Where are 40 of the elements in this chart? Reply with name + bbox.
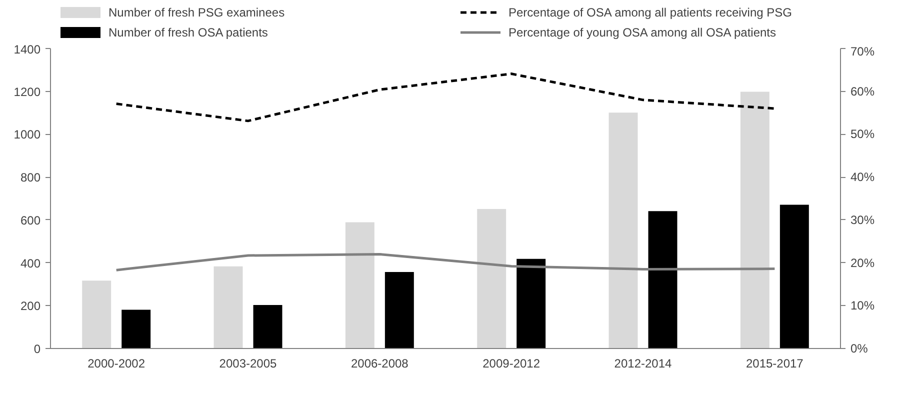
bar [214,266,243,348]
y-tick-label: 600 [20,213,41,228]
y2-tick-label: 60% [850,84,875,98]
y-tick-label: 400 [20,256,41,270]
legend-label: Percentage of young OSA among all OSA patients [508,26,776,40]
bar [740,92,770,348]
y-tick-label: 1200 [14,84,41,99]
legend-label: Percentage of OSA among all patients receiving PSG [508,6,792,20]
bar [122,310,151,348]
bar [608,112,638,348]
y2-tick-label: 10% [850,298,875,313]
line-series [115,252,776,272]
y2-tick-label: 30% [850,212,875,227]
legend-label: Number of fresh PSG examinees [108,6,285,20]
x-tick-label: 2015-2017 [746,356,804,370]
y-tick-label: 1000 [14,128,41,142]
x-tick-label: 2009-2012 [482,356,540,370]
bar [477,209,506,348]
x-tick-label: 2006-2008 [350,356,409,370]
legend-label: Number of fresh OSA patients [108,26,268,40]
y2-tick-label: 40% [850,170,875,184]
x-tick-label: 2003-2005 [219,356,278,370]
y2-tick-label: 20% [850,256,875,270]
y-tick-label: 800 [20,170,41,185]
y2-tick-label: 70% [850,44,875,58]
bar [648,211,678,348]
bar [780,204,809,348]
line-series [115,72,776,122]
bar [384,272,414,348]
x-tick-label: 2000-2002 [88,356,146,370]
y2-tick-label: 0% [850,342,868,356]
bar [516,258,546,348]
y-tick-label: 200 [20,299,41,314]
bar [253,305,282,348]
y-tick-label: 1400 [14,42,41,56]
x-tick-label: 2012-2014 [614,356,672,370]
y2-tick-label: 50% [850,127,875,142]
y-tick-label: 0 [34,342,41,356]
bar [82,280,112,348]
bar [345,222,374,348]
